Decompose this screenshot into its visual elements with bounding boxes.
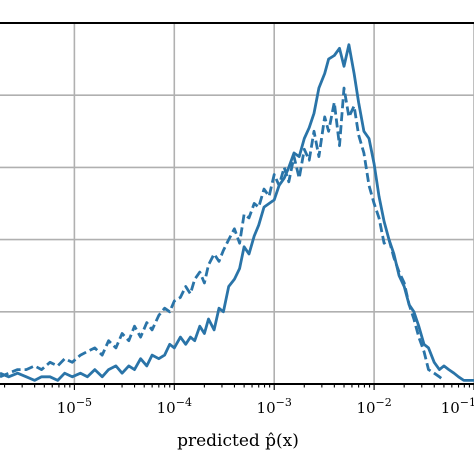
x-tick-label-1: 10−4 bbox=[157, 396, 192, 417]
series-layer bbox=[0, 43, 474, 382]
axes bbox=[0, 22, 474, 390]
x-axis-label: predicted p̂(x) bbox=[177, 431, 299, 451]
x-tick-label-4: 10−1 bbox=[441, 396, 474, 417]
x-tick-label-2: 10−3 bbox=[257, 396, 292, 417]
tick-labels: 10−5 10−4 10−3 10−2 10−1 bbox=[57, 396, 474, 417]
x-tick-label-0: 10−5 bbox=[57, 396, 92, 417]
series-line-solid bbox=[0, 43, 474, 382]
x-tick-label-3: 10−2 bbox=[356, 396, 391, 417]
series-line-dashed bbox=[0, 86, 445, 382]
